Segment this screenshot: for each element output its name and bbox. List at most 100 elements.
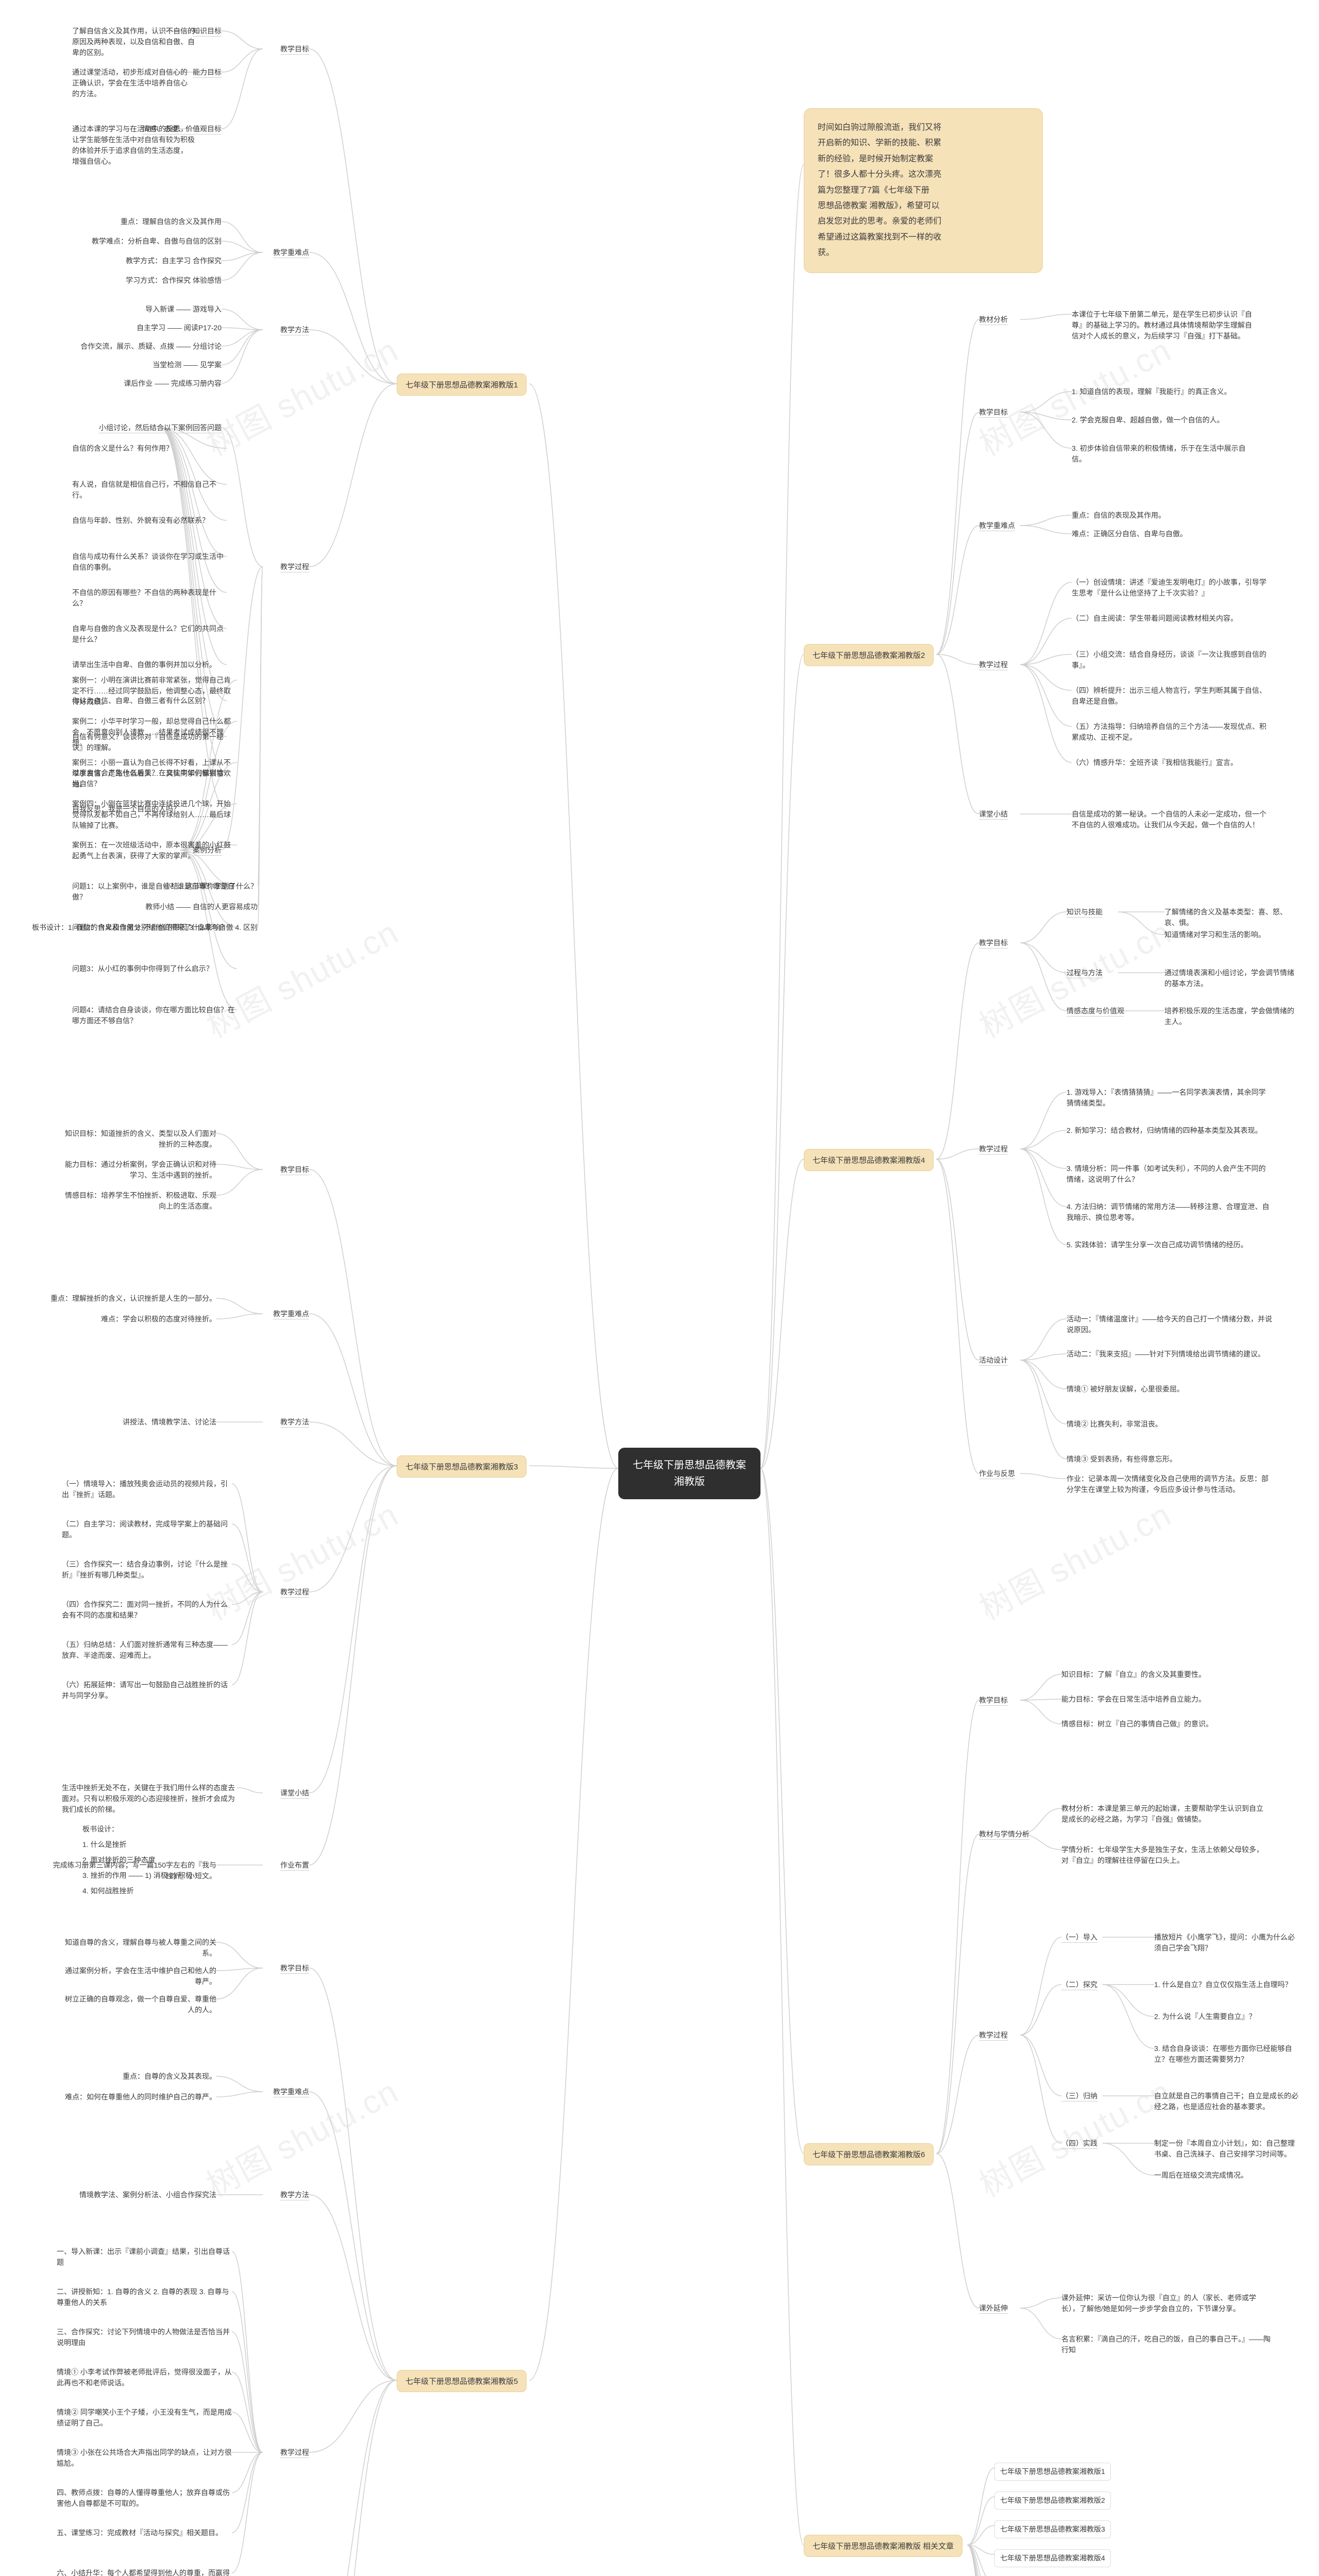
h1-diff: 重点：理解自信的含义及其作用	[121, 216, 222, 227]
h1-diff: 教学方式：自主学习 合作探究	[126, 256, 222, 266]
hub-h3: 七年级下册思想品德教案湘教版3	[397, 1455, 527, 1478]
h6-target: 知识目标：了解『自立』的含义及其重要性。	[1061, 1669, 1257, 1680]
h3-board: 板书设计：	[82, 1824, 119, 1835]
h3-proc: （四）合作探究二：面对同一挫折，不同的人为什么会有不同的态度和结果？	[62, 1599, 232, 1621]
h5-l2: 教学目标	[280, 1963, 309, 1974]
root-node: 七年级下册思想品德教案 湘教版	[618, 1448, 760, 1499]
related-article[interactable]: 七年级下册思想品德教案湘教版2	[994, 2492, 1111, 2510]
h5-proc: 一、导入新课：出示『课前小调查』结果，引出自尊话题	[57, 2246, 232, 2268]
h6-target: 情感目标：树立『自己的事情自己做』的意识。	[1061, 1719, 1257, 1730]
h4-l2: 作业与反思	[979, 1468, 1015, 1479]
h1-proc-lead: 小组讨论，然后结合以下案例回答问题	[99, 422, 222, 433]
h2-target: 2. 学会克服自卑、超越自傲，做一个自信的人。	[1072, 415, 1257, 426]
h1-method: 当堂检测 —— 见学案	[153, 360, 222, 370]
h3-l2: 教学方法	[280, 1417, 309, 1428]
h5-l2: 教学方法	[280, 2190, 309, 2200]
h6-ext: 课外延伸：采访一位你认为很『自立』的人（家长、老师或学长），了解他/她是如何一步…	[1061, 2293, 1273, 2314]
h5-proc: 四、教师点拨：自尊的人懂得尊重他人；放弃自尊或伤害他人自尊都是不可取的。	[57, 2487, 232, 2509]
h4-l2: 活动设计	[979, 1355, 1008, 1366]
h5-proc: 六、小结升华：每个人都希望得到他人的尊重，而赢得尊重的前提是自尊自爱并尊重他人。	[57, 2568, 232, 2576]
h1-target-detail: 通过课堂活动，初步形成对自信心的正确认识，学会在生活中培养自信心的方法。	[72, 67, 206, 99]
h4-l2: 教学目标	[979, 938, 1008, 948]
h6-l2: 教材与学情分析	[979, 1829, 1029, 1840]
h3-diff: 重点：理解挫折的含义，认识挫折是人生的一部分。	[50, 1293, 216, 1304]
h6-proc-l3: （三）归纳	[1061, 2091, 1097, 2102]
h1-l2: 教学过程	[280, 562, 309, 572]
h3-proc: （一）情境导入：播放残奥会运动员的视频片段，引出『挫折』话题。	[62, 1479, 232, 1500]
h1-case: 案例五：在一次班级活动中，原本很害羞的小红鼓起勇气上台表演，获得了大家的掌声。	[72, 840, 237, 861]
h6-l2: 教学过程	[979, 2030, 1008, 2041]
h5-proc: 五、课堂练习：完成教材『活动与探究』相关题目。	[57, 2528, 232, 2538]
h5-proc: 情境③ 小张在公共场合大声指出同学的缺点，让对方很尴尬。	[57, 2447, 232, 2469]
h1-summary: 板书设计：1. 自信的含义及作用 2. 不自信的原因 3. 自卑与自傲 4. 区…	[32, 922, 258, 933]
h4-target-l3: 过程与方法	[1067, 968, 1103, 978]
h2-wrap: 自信是成功的第一秘诀。一个自信的人未必一定成功，但一个不自信的人很难成功。让我们…	[1072, 809, 1267, 831]
h3-proc: （三）合作探究一：结合身边事例，讨论『什么是挫折』『挫折有哪几种类型』。	[62, 1559, 232, 1581]
h1-l2: 教学目标	[280, 44, 309, 55]
h3-l2: 教学过程	[280, 1587, 309, 1598]
h6-proc-l3: （一）导入	[1061, 1932, 1097, 1943]
related-article[interactable]: 七年级下册思想品德教案湘教版1	[994, 2463, 1111, 2481]
h1-method: 自主学习 —— 阅读P17-20	[137, 323, 222, 333]
h4-proc: 1. 游戏导入：『表情猜猜猜』——一名同学表演表情，其余同学猜情绪类型。	[1067, 1087, 1273, 1109]
h1-summary: 小结：这节课你学到了什么？	[164, 881, 258, 892]
hub-h2: 七年级下册思想品德教案湘教版2	[804, 644, 934, 666]
h3-l2: 作业布置	[280, 1860, 309, 1871]
related-article[interactable]: 七年级下册思想品德教案湘教版3	[994, 2520, 1111, 2538]
h1-l2: 教学重难点	[273, 247, 309, 258]
h4-activity: 情境① 被好朋友误解，心里很委屈。	[1067, 1384, 1273, 1395]
h6-l2: 课外延伸	[979, 2303, 1008, 2314]
h4-activity: 活动二：『我来支招』——针对下列情境给出调节情绪的建议。	[1067, 1349, 1273, 1360]
h3-board: 3. 挫折的作用 —— 1) 消极 2) 积极	[82, 1870, 193, 1881]
h3-target: 知识目标：知道挫折的含义、类型以及人们面对挫折的三种态度。	[62, 1128, 216, 1150]
h6-proc-item: 播放短片《小鹰学飞》，提问：小鹰为什么必须自己学会飞翔？	[1154, 1932, 1298, 1954]
h4-target-item: 通过情境表演和小组讨论，学会调节情绪的基本方法。	[1164, 968, 1298, 989]
h2-diff: 难点：正确区分自信、自卑与自傲。	[1072, 529, 1187, 539]
h5-l2: 教学过程	[280, 2447, 309, 2458]
h2-proc: （四）辨析提升：出示三组人物言行，学生判断其属于自信、自卑还是自傲。	[1072, 685, 1267, 707]
h1-proc-item: 自卑与自傲的含义及表现是什么？它们的共同点是什么？	[72, 623, 227, 645]
h6-proc-item: 1. 什么是自立？自立仅仅指生活上自理吗？	[1154, 1979, 1298, 1990]
h2-l2: 教学过程	[979, 659, 1008, 670]
h3-board: 4. 如何战胜挫折	[82, 1886, 134, 1896]
h1-case: 案例一：小明在演讲比赛前非常紧张，觉得自己肯定不行……经过同学鼓励后，他调整心态…	[72, 675, 237, 707]
h5-method: 情境教学法、案例分析法、小组合作探究法	[79, 2190, 216, 2200]
h6-proc-item: 一周后在班级交流完成情况。	[1154, 2170, 1298, 2181]
h1-proc-item: 不自信的原因有哪些？不自信的两种表现是什么？	[72, 587, 227, 609]
hub-h4: 七年级下册思想品德教案湘教版4	[804, 1149, 934, 1171]
h3-target: 能力目标：通过分析案例，学会正确认识和对待学习、生活中遇到的挫折。	[62, 1159, 216, 1181]
h2-analysis: 本课位于七年级下册第二单元，是在学生已初步认识『自尊』的基础上学习的。教材通过具…	[1072, 309, 1257, 342]
hub-h5: 七年级下册思想品德教案湘教版5	[397, 2370, 527, 2392]
h4-target-item: 培养积极乐观的生活态度，学会做情绪的主人。	[1164, 1006, 1298, 1027]
h5-target: 知道自尊的含义，理解自尊与被人尊重之间的关系。	[62, 1937, 216, 1959]
h4-target-item: 了解情绪的含义及基本类型：喜、怒、哀、惧。	[1164, 907, 1298, 928]
h6-proc-item: 3. 结合自身谈谈：在哪些方面你已经能够自立？在哪些方面还需要努力？	[1154, 2043, 1298, 2065]
h4-proc: 2. 新知学习：结合教材，归纳情绪的四种基本类型及其表现。	[1067, 1125, 1273, 1136]
h1-target-detail: 通过本课的学习与在活动中的反思，让学生能够在生活中对自信有较为积极的体验并乐于追…	[72, 124, 206, 167]
h5-proc: 三、合作探究：讨论下列情境中的人物做法是否恰当并说明理由	[57, 2327, 232, 2348]
h4-l2: 教学过程	[979, 1144, 1008, 1155]
h6-ext: 名言积累：『滴自己的汗，吃自己的饭，自己的事自己干。』——陶行知	[1061, 2334, 1273, 2355]
h1-target-detail: 了解自信含义及其作用，认识不自信的原因及两种表现，以及自信和自傲、自卑的区别。	[72, 26, 206, 58]
h1-proc-item: 自信与成功有什么关系？谈谈你在学习或生活中自信的事例。	[72, 551, 227, 573]
h3-proc: （五）归纳总结：人们面对挫折通常有三种态度——放弃、半途而废、迎难而上。	[62, 1639, 232, 1661]
h6-proc-item: 2. 为什么说『人生需要自立』？	[1154, 2011, 1298, 2022]
hub-h1: 七年级下册思想品德教案湘教版1	[397, 374, 527, 396]
h2-l2: 教学重难点	[979, 520, 1015, 531]
h5-l2: 教学重难点	[273, 2087, 309, 2097]
h4-hw: 作业：记录本周一次情绪变化及自己使用的调节方法。反思：部分学生在课堂上较为拘谨，…	[1067, 1473, 1273, 1495]
h2-proc: （一）创设情境：讲述『爱迪生发明电灯』的小故事，引导学生思考『是什么让他坚持了上…	[1072, 577, 1267, 599]
h6-analysis: 学情分析：七年级学生大多是独生子女，生活上依赖父母较多，对『自立』的理解往往停留…	[1061, 1844, 1267, 1866]
h3-l2: 教学重难点	[273, 1309, 309, 1319]
h6-target: 能力目标：学会在日常生活中培养自立能力。	[1061, 1694, 1257, 1705]
h3-diff: 难点：学会以积极的态度对待挫折。	[101, 1314, 216, 1325]
h1-proc-item: 自信与年龄、性别、外貌有没有必然联系？	[72, 515, 227, 526]
h2-l2: 教学目标	[979, 407, 1008, 418]
h3-proc: （六）拓展延伸：请写出一句鼓励自己战胜挫折的话并与同学分享。	[62, 1680, 232, 1701]
related-article[interactable]: 七年级下册思想品德教案湘教版4	[994, 2549, 1111, 2567]
h4-proc: 3. 情境分析：同一件事（如考试失利），不同的人会产生不同的情绪，这说明了什么？	[1067, 1163, 1273, 1185]
h3-method: 讲授法、情境教学法、讨论法	[123, 1417, 216, 1428]
h2-target: 1. 知道自信的表现，理解『我能行』的真正含义。	[1072, 386, 1257, 397]
h2-proc: （六）情感升华：全班齐读『我相信我能行』宣言。	[1072, 757, 1267, 768]
h4-proc: 5. 实践体验：请学生分享一次自己成功调节情绪的经历。	[1067, 1240, 1273, 1250]
